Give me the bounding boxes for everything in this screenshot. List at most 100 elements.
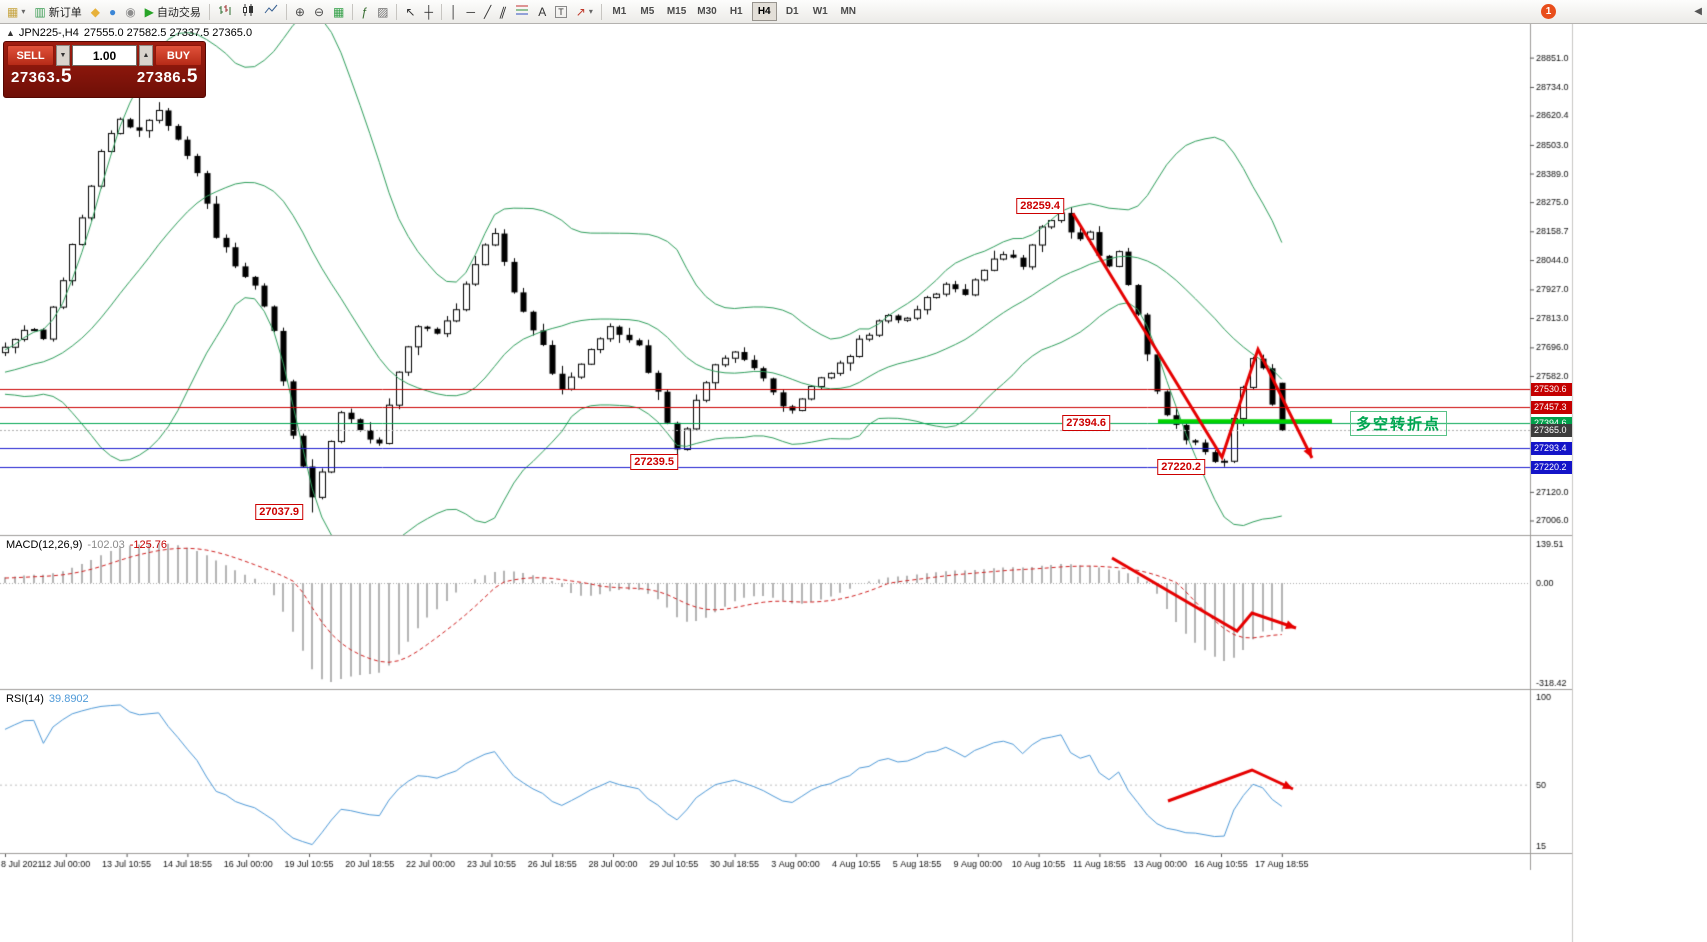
channel-icon: ∥ [497,4,509,19]
price-callout-label: 27220.2 [1157,458,1205,475]
zoom-in-button[interactable]: ⊕ [291,2,309,22]
horizontal-line-button[interactable]: ─ [462,2,479,22]
dropdown-caret-icon: ▾ [21,7,26,16]
notification-badge[interactable]: 1 [1541,4,1556,19]
autotrading-play-icon: ▶ [144,4,154,19]
market-icon: ◆ [90,4,100,19]
one-click-trading-panel: SELL ▼ ▲ BUY 27363.5 27386.5 [3,41,206,98]
zoom-out-button[interactable]: ⊖ [310,2,328,22]
price-axis-tag: 27530.6 [1531,382,1572,396]
buy-price-base: 27386 [136,69,182,86]
candlestick-chart-button[interactable] [237,2,259,22]
zoom-in-icon: ⊕ [294,4,305,19]
chart-ohlc-values: 27555.0 27582.5 27337.5 27365.0 [83,27,253,39]
toolbar-separator [285,3,287,20]
chat-icon: ● [108,4,117,19]
tile-windows-button[interactable]: ▦ [329,2,348,22]
new-chart-button[interactable]: ▦ ▾ [3,2,29,22]
volume-input[interactable] [72,45,137,66]
rsi-value: 39.8902 [48,693,89,705]
autotrading-button-label: 自动交易 [156,6,201,19]
text-label-button[interactable]: T [551,2,571,22]
macd-main-value: -102.03 [87,539,125,551]
main-toolbar: ▦ ▾ ▥ 新订单 ◆ ● ◉ ▶ 自动交易 ⊕ ⊖ ▦ ƒ ▨ ↖ ┼ │ ─ ╱ ∥ A T ↗ ▾ M1 M5 M15 M30 H… [0,0,1707,24]
trendline-button[interactable]: ╱ [480,2,495,22]
timeframe-h4-button[interactable]: H4 [751,2,777,21]
toolbar-separator [440,3,442,20]
toolbar-separator [600,3,602,20]
vertical-line-button[interactable]: │ [446,2,462,22]
price-axis-tag: 27365.0 [1531,424,1572,438]
new-order-button[interactable]: ▥ 新订单 [30,2,85,22]
templates-button[interactable]: ▨ [373,2,392,22]
toolbar-separator [352,3,354,20]
crosshair-button[interactable]: ┼ [420,2,437,22]
candlestick-icon [241,3,255,20]
price-axis-tag: 27293.4 [1531,442,1572,456]
text-label-icon: T [555,5,567,18]
toolbar-overflow-arrow-icon[interactable]: ◀ [1694,6,1702,17]
chat-button[interactable]: ● [105,2,120,22]
dropdown-caret-icon: ▾ [588,7,593,16]
timeframe-m1-button[interactable]: M1 [607,2,632,21]
price-callout-label: 27037.9 [255,504,303,521]
macd-signal-value: -125.76 [129,539,168,551]
fibonacci-icon [515,3,529,20]
price-callout-label: 27394.6 [1062,414,1110,431]
crosshair-icon: ┼ [424,4,433,19]
bar-chart-icon [218,3,232,20]
one-click-collapse-icon[interactable]: ▲ [6,28,15,38]
chart-title: ▲ JPN225-,H4 27555.0 27582.5 27337.5 27365… [6,27,252,39]
turning-point-label: 多空转折点 [1350,410,1448,436]
chart-symbol-period: JPN225-,H4 [18,27,79,39]
zoom-out-icon: ⊖ [313,4,325,19]
toolbar-separator [208,3,210,20]
price-axis-tag: 27220.2 [1531,460,1572,474]
cursor-button[interactable]: ↖ [401,2,419,22]
indicators-button[interactable]: ƒ [357,2,372,22]
sell-price-pips: .5 [55,66,73,87]
arrow-object-icon: ↗ [575,4,586,19]
price-axis-tag: 27457.3 [1531,401,1572,415]
timeframe-d1-button[interactable]: D1 [780,2,805,21]
volume-increase-button[interactable]: ▲ [139,45,153,66]
headset-icon: ◉ [125,4,136,19]
chart-window: ▲ JPN225-,H4 27555.0 27582.5 27337.5 27365… [0,24,1707,942]
channel-button[interactable]: ∥ [496,2,510,22]
macd-indicator-label: MACD(12,26,9) -102.03 -125.76 [6,539,167,551]
timeframe-m5-button[interactable]: M5 [635,2,660,21]
macd-name: MACD(12,26,9) [6,539,83,551]
horizontal-line-icon: ─ [466,4,475,19]
timeframe-h1-button[interactable]: H1 [724,2,749,21]
vps-button[interactable]: ◉ [121,2,139,22]
rsi-indicator-label: RSI(14) 39.8902 [6,693,89,705]
templates-icon: ▨ [377,4,389,19]
chart-window-icon: ▦ [7,4,19,19]
timeframe-m30-button[interactable]: M30 [693,2,720,21]
market-button[interactable]: ◆ [87,2,104,22]
autotrading-button[interactable]: ▶ 自动交易 [141,2,205,22]
tile-windows-icon: ▦ [333,4,345,19]
sell-button[interactable]: SELL [7,45,54,66]
new-order-button-label: 新订单 [48,6,82,19]
text-icon: A [538,4,547,19]
buy-price[interactable]: 27386.5 [136,66,198,87]
arrows-button[interactable]: ↗ ▾ [572,2,597,22]
timeframe-m15-button[interactable]: M15 [663,2,690,21]
timeframe-w1-button[interactable]: W1 [808,2,833,21]
trendline-icon: ╱ [484,4,492,19]
chart-canvas[interactable] [0,24,1707,942]
cursor-icon: ↖ [405,4,416,19]
volume-decrease-button[interactable]: ▼ [56,45,70,66]
toolbar-separator [396,3,398,20]
buy-button[interactable]: BUY [155,45,202,66]
buy-price-pips: .5 [181,66,198,87]
fibonacci-button[interactable] [511,2,533,22]
vertical-line-icon: │ [449,4,458,19]
text-button[interactable]: A [534,2,550,22]
new-order-icon: ▥ [34,4,46,19]
sell-price[interactable]: 27363.5 [11,66,73,87]
timeframe-mn-button[interactable]: MN [836,2,861,21]
line-chart-button[interactable] [260,2,282,22]
bar-chart-button[interactable] [214,2,236,22]
